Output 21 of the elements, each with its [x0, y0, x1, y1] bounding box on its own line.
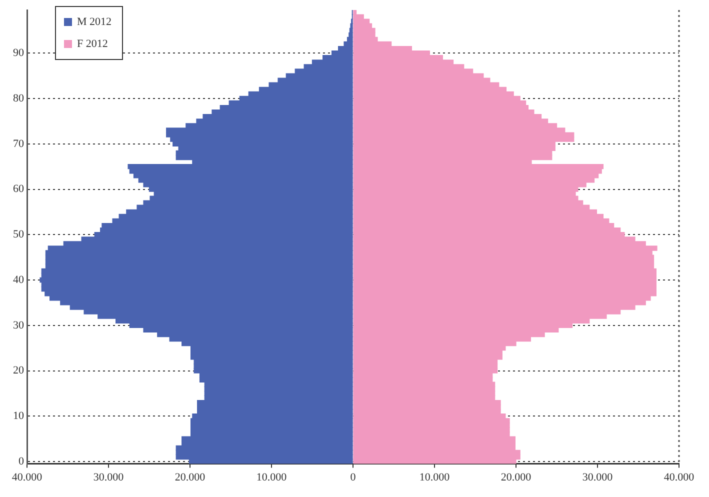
x-tick-label: 30.000: [93, 471, 124, 484]
x-tick-label: 10.000: [256, 471, 288, 484]
x-tick-label: 20.000: [500, 471, 532, 484]
x-tick-label: 40.000: [12, 471, 43, 484]
x-tick-label: 10.000: [419, 471, 450, 484]
y-tick-label: 90: [13, 47, 24, 59]
x-tick-label: 40.000: [664, 471, 695, 484]
y-tick-label: 30: [13, 319, 24, 332]
x-tick-label: 0: [350, 471, 356, 484]
y-tick-label: 70: [13, 138, 24, 150]
x-tick-label: 20.000: [174, 471, 206, 484]
legend-label: M 2012: [77, 16, 112, 28]
y-tick-label: 50: [13, 228, 24, 241]
y-tick-label: 60: [13, 183, 24, 196]
legend-label: F 2012: [77, 38, 108, 50]
y-tick-label: 0: [18, 455, 24, 468]
y-tick-label: 20: [13, 364, 24, 377]
x-tick-label: 30.000: [582, 471, 614, 484]
y-tick-label: 10: [13, 410, 24, 422]
y-tick-label: 40: [13, 274, 24, 286]
y-tick-label: 80: [13, 92, 24, 104]
